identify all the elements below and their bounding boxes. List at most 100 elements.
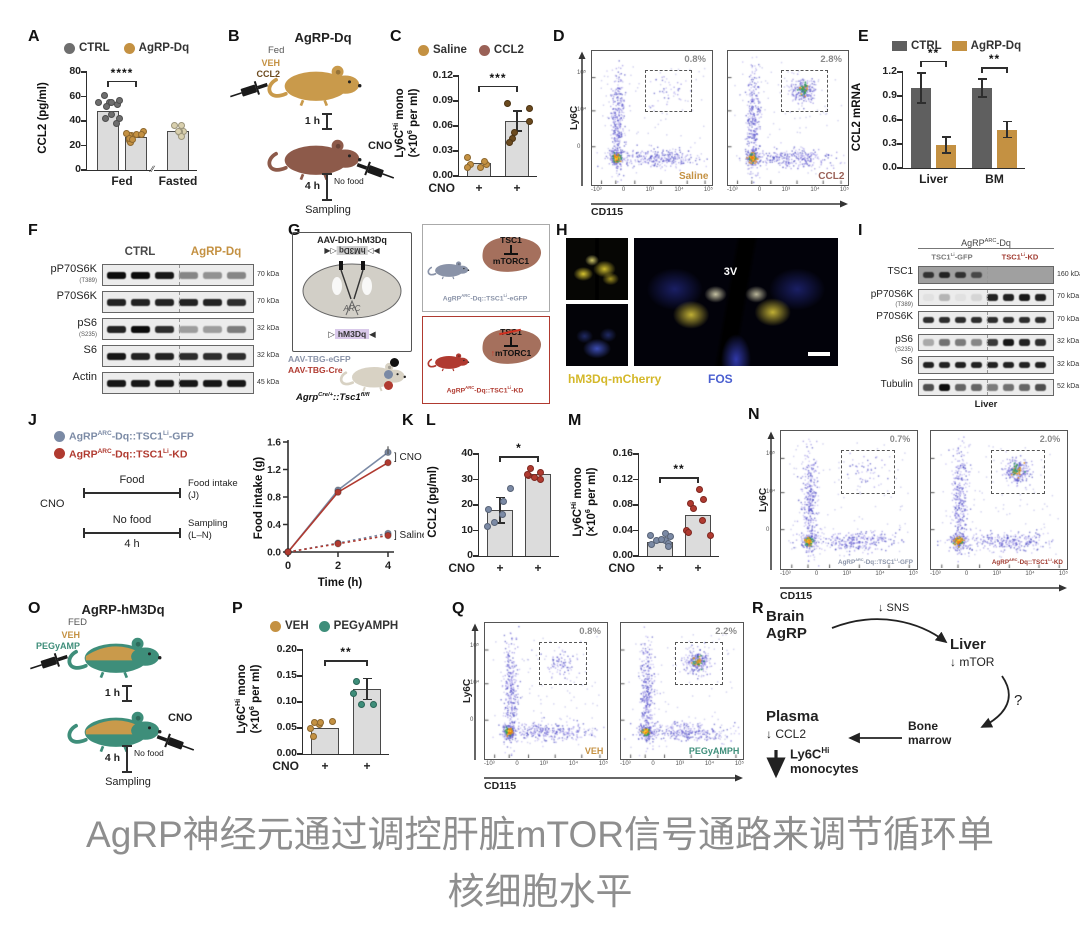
sig-drop xyxy=(659,477,661,484)
data-dot xyxy=(537,469,545,477)
panel-h: H 3V hM3Dq-mCherry FOS xyxy=(556,222,851,407)
protein-band xyxy=(1035,384,1046,391)
data-dot xyxy=(115,96,123,104)
protein-band xyxy=(971,339,982,346)
data-dot xyxy=(129,135,137,143)
protein-band xyxy=(1003,384,1014,391)
y-tick-label: 40 xyxy=(461,447,473,459)
gate-box xyxy=(538,642,588,685)
inhibition-stem xyxy=(510,245,512,253)
lane-separator xyxy=(987,357,988,373)
y-axis-label: CCL2 (pg/ml) xyxy=(37,82,49,154)
y-tick-label: 0.00 xyxy=(432,169,453,181)
brain-dot xyxy=(390,358,399,367)
protein-band xyxy=(179,353,198,360)
data-dot xyxy=(103,103,111,111)
timeline-end-cap xyxy=(83,488,85,498)
bar-plot: 0.00 0.04 0.08 0.12 0.16 Ly6CHi mono (×106 per… xyxy=(570,447,719,575)
group-mouse xyxy=(425,257,473,286)
y-tick-label: 20 xyxy=(461,498,473,510)
protein-band xyxy=(227,380,246,387)
legend: AgRPARC-Dq::TSC1Li-GFP AgRPARC-Dq::TSC1Li… xyxy=(54,430,194,460)
sig-drop xyxy=(324,660,326,667)
legend: CTRL AgRP-Dq xyxy=(64,42,189,54)
x-axis-arrow xyxy=(484,774,743,782)
sig-bracket xyxy=(479,85,517,88)
blot-col-header: CTRL xyxy=(124,246,156,258)
data-dot xyxy=(503,100,511,108)
data-dot xyxy=(483,160,491,168)
fluorescence-image-mcherry xyxy=(566,238,628,300)
panel-label-c: C xyxy=(390,28,402,45)
y-tick-label: 0 xyxy=(75,163,81,175)
protein-band xyxy=(107,380,126,387)
y-axis-arrow xyxy=(767,431,775,570)
panel-label-l: L xyxy=(426,412,436,429)
protein-band xyxy=(1019,294,1030,301)
blot-row-label: pP70S6K (T389) xyxy=(870,288,913,308)
data-dot xyxy=(122,129,130,137)
blot-row-label: pS6 (S235) xyxy=(77,317,97,338)
lane-separator xyxy=(987,312,988,328)
protein-band xyxy=(1019,339,1030,346)
data-dot xyxy=(107,98,115,106)
data-dot xyxy=(350,689,358,697)
data-dot xyxy=(687,500,695,508)
kda-label: 45 kDa xyxy=(257,379,280,386)
lane-separator xyxy=(987,334,988,350)
sample-label: AgRPARC-Dq::TSC1Li-GFP xyxy=(838,557,913,567)
data-dot xyxy=(509,135,517,143)
legend-item: AgRP-Dq xyxy=(123,42,189,54)
panel-c: C Saline CCL2 0.00 0.03 0.06 0.09 0.12 Ly6CHi mo… xyxy=(390,28,553,218)
y-tick-label: 10⁴ xyxy=(470,679,480,686)
y-axis-label: CCL2 (pg/ml) xyxy=(427,466,439,538)
sig-bracket xyxy=(108,80,136,83)
y-tick-mark xyxy=(633,555,639,557)
legend-dot xyxy=(64,42,75,54)
inverted-construct: hM3Dq xyxy=(336,246,368,255)
blot-band-box xyxy=(918,378,1054,396)
panel-o: O AgRP-hM3Dq FED VEH PEGyAMP 1 h CNO 4 h No food… xyxy=(28,600,228,795)
legend-item: PEGyAMPH xyxy=(318,620,398,632)
y-tick-label: 0.00 xyxy=(276,747,297,759)
sig-drop xyxy=(1006,67,1008,74)
svg-text:] Saline: ] Saline xyxy=(394,530,424,541)
construct-title: AAV-DIO-hM3Dq xyxy=(317,235,387,245)
y-tick-mark xyxy=(473,478,479,481)
y-tick-label: 0 xyxy=(577,143,581,150)
y-tick-label: 0.0 xyxy=(882,161,897,173)
sig-drop xyxy=(981,67,983,74)
svg-text:1.2: 1.2 xyxy=(267,465,281,476)
question-label: ? xyxy=(1014,692,1023,709)
sampling-label: Sampling xyxy=(105,776,151,788)
x-tick-label: 10³ xyxy=(539,761,549,767)
y-tick-label: 1.2 xyxy=(882,65,897,77)
legend-dot xyxy=(54,448,65,460)
data-dot xyxy=(648,541,656,549)
data-dot xyxy=(317,719,325,727)
y-tick-label: 30 xyxy=(461,472,473,485)
data-dot xyxy=(505,138,513,146)
protein-band xyxy=(1035,361,1046,369)
legend-dot xyxy=(418,44,429,56)
sample-label: CCL2 xyxy=(818,171,845,183)
flow-x-axis-label: CD115 xyxy=(484,780,517,792)
protein-band xyxy=(227,299,246,306)
legend-dot xyxy=(123,42,135,54)
tsc1-gfp-box: TSC1 mTORC1 AgRPARC-Dq::TSC1Li-eGFP xyxy=(422,224,550,312)
x-tick-label: 10⁵ xyxy=(1058,571,1068,577)
x-tick-label: 10⁵ xyxy=(703,187,713,193)
bar xyxy=(972,88,992,168)
panel-label-p: P xyxy=(232,600,243,617)
caption-line-1: AgRP神经元通过调控肝脏mTOR信号通路来调节循环单 xyxy=(86,814,994,855)
protein-band xyxy=(1019,316,1030,324)
lane-separator xyxy=(179,373,180,393)
protein-band xyxy=(923,384,934,391)
y-axis-arrow xyxy=(471,623,479,760)
mouse-2 xyxy=(262,130,370,189)
bar-plot: 0 10 20 30 40 CCL2 (pg/ml) * CNO + + xyxy=(427,441,559,575)
panel-i: I AgRPARC-Dq TSC1Li-GFP TSC1Li-KD TSC1 160 kD… xyxy=(858,222,1080,410)
svg-text:Food intake (g): Food intake (g) xyxy=(253,457,265,540)
x-tick-label: -10³ xyxy=(930,571,941,577)
y-tick-mark xyxy=(297,675,303,677)
